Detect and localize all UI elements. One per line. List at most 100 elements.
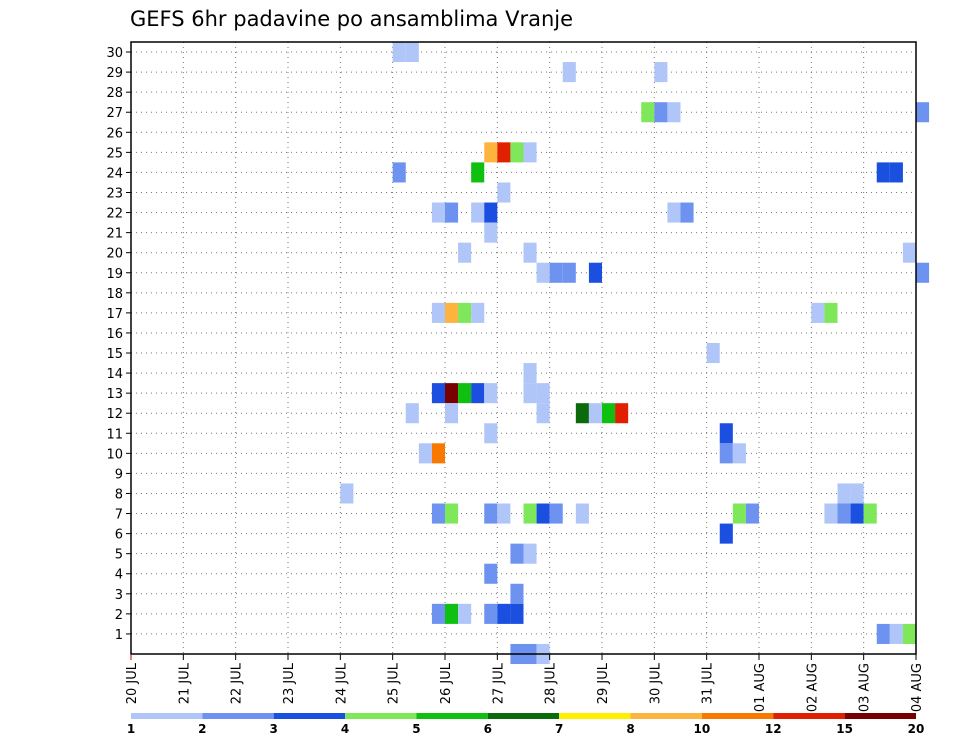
y-axis-ticks: 1234567891011121314151617181920212223242… xyxy=(106,46,131,643)
x-tick-label: 01 AUG xyxy=(753,663,768,712)
heatmap-cell xyxy=(471,202,485,223)
y-tick-label: 8 xyxy=(115,487,123,502)
heatmap-cell xyxy=(850,483,864,504)
colorbar-swatch xyxy=(487,713,560,719)
heatmap-cell xyxy=(431,383,445,404)
colorbar-label: 2 xyxy=(198,722,206,736)
heatmap-cell xyxy=(824,503,838,524)
heatmap-cell xyxy=(667,102,681,123)
colorbar-label: 12 xyxy=(765,722,782,736)
heatmap-cell xyxy=(562,62,576,83)
heatmap-cell xyxy=(876,623,890,644)
heatmap-cell xyxy=(837,483,851,504)
colorbar-label: 8 xyxy=(626,722,634,736)
y-tick-label: 29 xyxy=(106,66,123,81)
heatmap-cell xyxy=(902,623,916,644)
x-tick-label: 24 JUL xyxy=(334,662,349,704)
colorbar-label: 3 xyxy=(270,722,278,736)
heatmap-cell xyxy=(497,603,511,624)
y-tick-label: 7 xyxy=(115,508,123,523)
colorbar-label: 5 xyxy=(412,722,420,736)
heatmap-cell xyxy=(654,102,668,123)
y-tick-label: 10 xyxy=(106,447,123,462)
heatmap-cell xyxy=(811,302,825,323)
heatmap-cell xyxy=(445,603,459,624)
heatmap-cell xyxy=(484,222,498,243)
y-tick-label: 6 xyxy=(115,528,123,543)
colorbar-swatch xyxy=(416,713,488,719)
heatmap-cell xyxy=(602,403,616,424)
colorbar-label: 15 xyxy=(836,722,853,736)
colorbar-swatch xyxy=(559,713,631,719)
heatmap-cell xyxy=(562,262,576,283)
y-tick-label: 5 xyxy=(115,548,123,563)
colorbar-swatch xyxy=(202,713,274,719)
heatmap-cell xyxy=(471,383,485,404)
x-tick-label: 23 JUL xyxy=(282,662,297,704)
heatmap-cell xyxy=(549,262,563,283)
x-tick-label: 27 JUL xyxy=(491,662,506,704)
heatmap-cell xyxy=(549,503,563,524)
grid xyxy=(131,42,916,654)
heatmap-cell xyxy=(706,342,720,364)
heatmap-cell xyxy=(536,383,550,404)
heatmap-cell xyxy=(510,543,524,564)
heatmap-cell xyxy=(732,503,746,524)
colorbar-label: 1 xyxy=(127,722,135,736)
x-tick-label: 28 JUL xyxy=(544,662,559,704)
heatmap-cell xyxy=(445,403,459,424)
heatmap-cell xyxy=(863,503,877,524)
heatmap-cell xyxy=(588,403,602,424)
y-tick-label: 25 xyxy=(106,146,123,161)
heatmap-cell xyxy=(431,302,445,323)
colorbar: 1 2 3 4 5 6 7 8 10 12 15 20 xyxy=(127,713,924,736)
heatmap-cell xyxy=(484,563,498,584)
heatmap-cell xyxy=(850,503,864,524)
y-tick-label: 17 xyxy=(106,307,123,322)
heatmap-cell xyxy=(575,403,589,424)
x-tick-label: 26 JUL xyxy=(439,662,454,704)
heatmap-cell xyxy=(458,302,472,323)
heatmap-cell xyxy=(536,503,550,524)
y-tick-label: 11 xyxy=(106,427,123,442)
heatmap-cell xyxy=(497,182,511,203)
colorbar-label: 7 xyxy=(555,722,563,736)
heatmap-cell xyxy=(510,603,524,624)
y-tick-label: 23 xyxy=(106,186,123,201)
x-tick-label: 29 JUL xyxy=(596,662,611,704)
heatmap-cell xyxy=(510,142,524,163)
plot-frame xyxy=(130,41,917,655)
colorbar-swatch xyxy=(273,713,346,719)
heatmap-cell xyxy=(405,403,419,424)
heatmap-cell xyxy=(654,62,668,83)
heatmap-cell xyxy=(497,503,511,524)
heatmap-cell xyxy=(824,302,838,323)
x-tick-label: 31 JUL xyxy=(701,662,716,704)
x-tick-label: 25 JUL xyxy=(387,662,402,704)
heatmap-cell xyxy=(392,162,406,183)
heatmap-cell xyxy=(523,383,537,404)
colorbar-swatch xyxy=(773,713,845,719)
heatmap-cell xyxy=(536,262,550,283)
heatmap-cell xyxy=(719,523,733,544)
heatmap-cell xyxy=(916,102,930,123)
colorbar-swatch xyxy=(131,713,203,719)
heatmap-cell xyxy=(667,202,681,223)
colorbar-swatch xyxy=(630,713,702,719)
heatmap-cell xyxy=(719,443,733,464)
heatmap-cell xyxy=(523,543,537,564)
heatmap-cell xyxy=(615,403,629,424)
y-tick-label: 24 xyxy=(106,166,123,181)
colorbar-swatch xyxy=(844,713,916,719)
heatmap-cell xyxy=(484,142,498,163)
y-tick-label: 19 xyxy=(106,267,123,282)
heatmap-cell xyxy=(523,503,537,524)
chart-title: GEFS 6hr padavine po ansamblima Vranje xyxy=(130,7,573,31)
heatmap-cell xyxy=(523,242,537,263)
heatmap-cell xyxy=(445,383,459,404)
heatmap-cell xyxy=(484,423,498,444)
heatmap-cell xyxy=(641,102,655,123)
x-tick-label: 21 JUL xyxy=(177,662,192,704)
heatmap-cell xyxy=(340,483,354,504)
y-tick-label: 1 xyxy=(115,628,123,643)
